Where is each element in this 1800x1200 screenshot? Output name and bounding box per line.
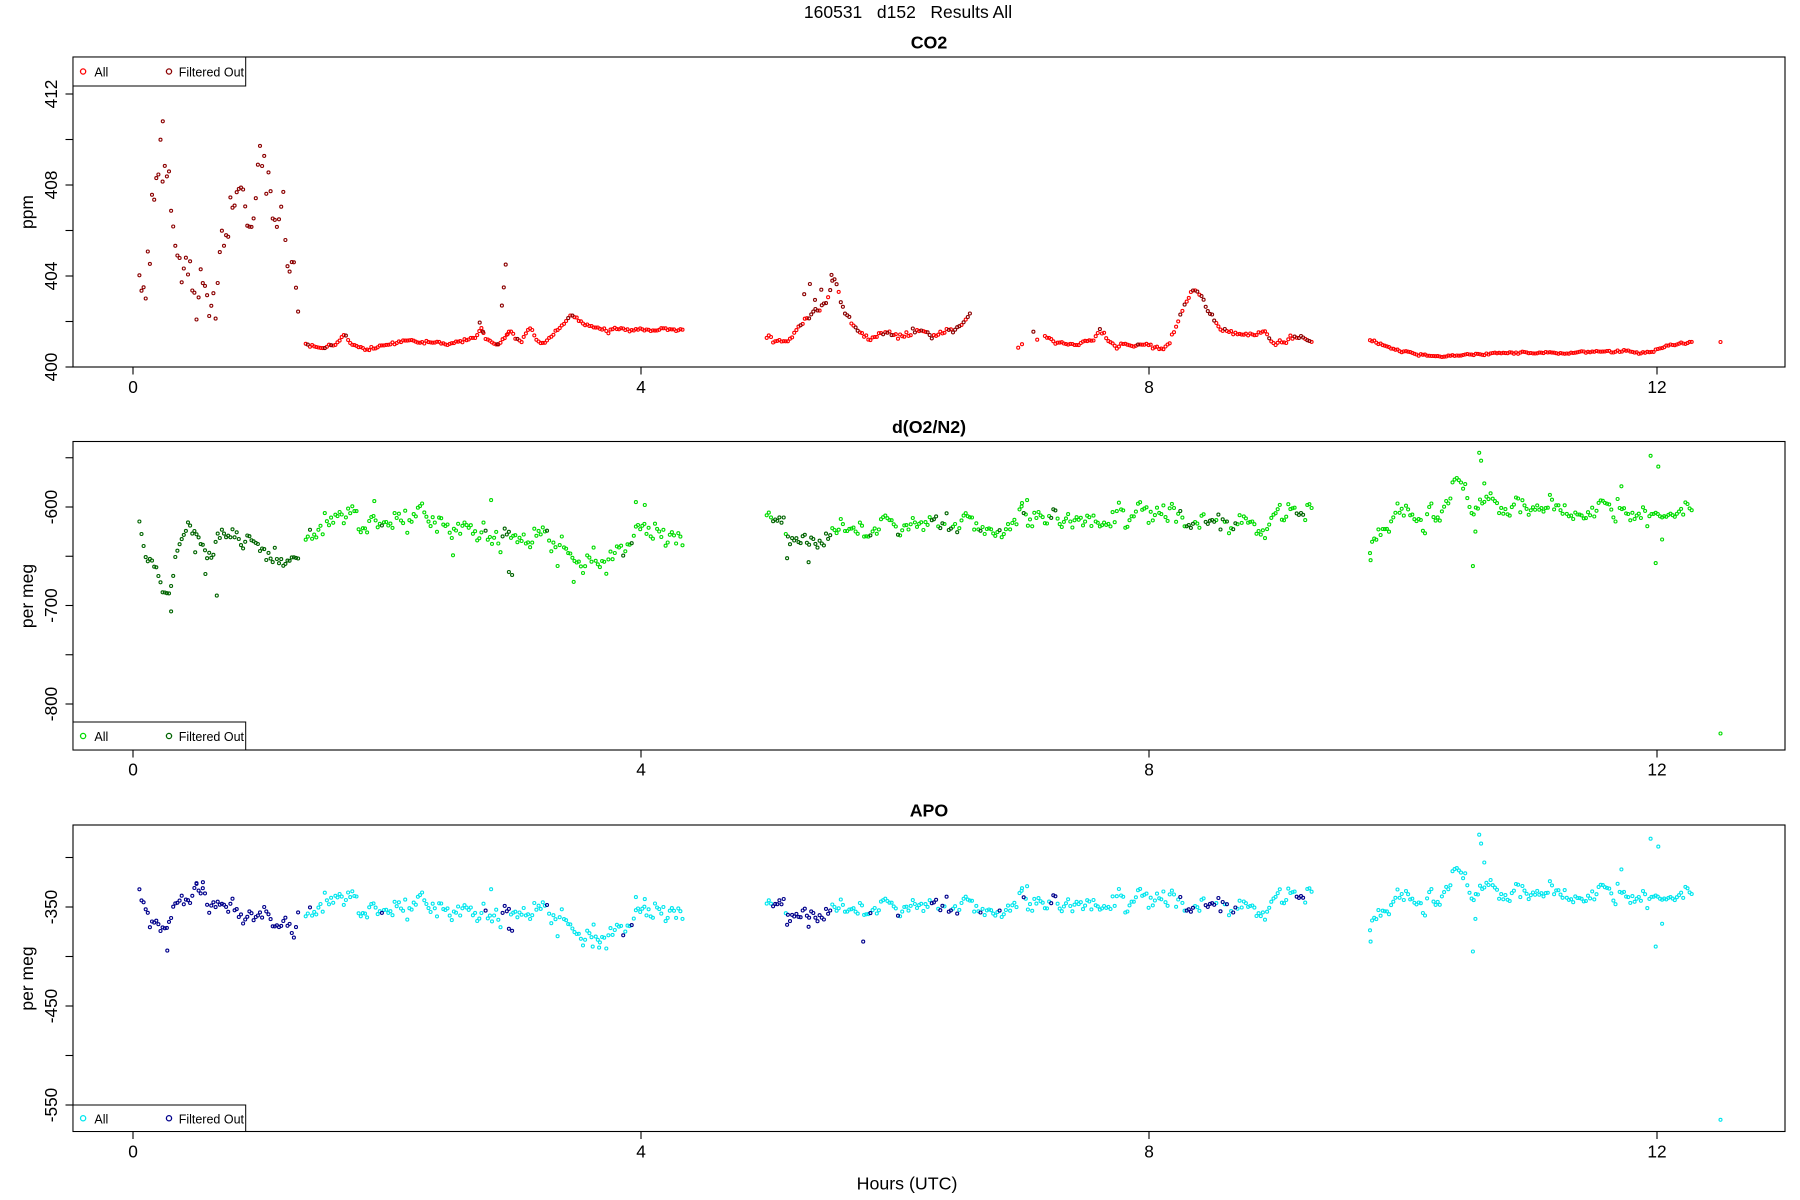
- svg-text:Filtered Out: Filtered Out: [179, 1112, 245, 1126]
- svg-text:-700: -700: [41, 588, 61, 623]
- svg-text:per meg: per meg: [17, 946, 37, 1010]
- svg-text:Filtered Out: Filtered Out: [179, 730, 245, 744]
- svg-text:All: All: [94, 730, 108, 744]
- svg-text:-550: -550: [41, 1088, 61, 1123]
- svg-text:d(O2/N2): d(O2/N2): [892, 417, 966, 437]
- svg-text:Hours (UTC): Hours (UTC): [857, 1174, 958, 1194]
- svg-text:0: 0: [128, 1142, 138, 1162]
- svg-text:400: 400: [41, 353, 61, 382]
- svg-text:4: 4: [636, 760, 646, 780]
- svg-text:8: 8: [1144, 377, 1154, 397]
- svg-text:4: 4: [636, 377, 646, 397]
- svg-text:8: 8: [1144, 760, 1154, 780]
- svg-text:Filtered Out: Filtered Out: [179, 66, 245, 80]
- svg-text:-800: -800: [41, 687, 61, 722]
- svg-text:0: 0: [128, 377, 138, 397]
- svg-text:-450: -450: [41, 989, 61, 1024]
- svg-text:12: 12: [1647, 377, 1666, 397]
- svg-text:-350: -350: [41, 890, 61, 925]
- svg-text:All: All: [94, 66, 108, 80]
- svg-text:408: 408: [41, 171, 61, 200]
- svg-text:412: 412: [41, 80, 61, 109]
- svg-text:-600: -600: [41, 490, 61, 525]
- svg-text:12: 12: [1647, 760, 1666, 780]
- svg-text:4: 4: [636, 1142, 646, 1162]
- svg-text:per meg: per meg: [17, 564, 37, 628]
- svg-text:8: 8: [1144, 1142, 1154, 1162]
- svg-text:0: 0: [128, 760, 138, 780]
- svg-text:All: All: [94, 1112, 108, 1126]
- svg-text:CO2: CO2: [911, 32, 948, 52]
- svg-text:APO: APO: [910, 801, 949, 821]
- svg-text:160531 d152 Results All: 160531 d152 Results All: [804, 2, 1012, 22]
- svg-text:ppm: ppm: [17, 195, 37, 229]
- svg-text:12: 12: [1647, 1142, 1666, 1162]
- svg-text:404: 404: [41, 261, 61, 290]
